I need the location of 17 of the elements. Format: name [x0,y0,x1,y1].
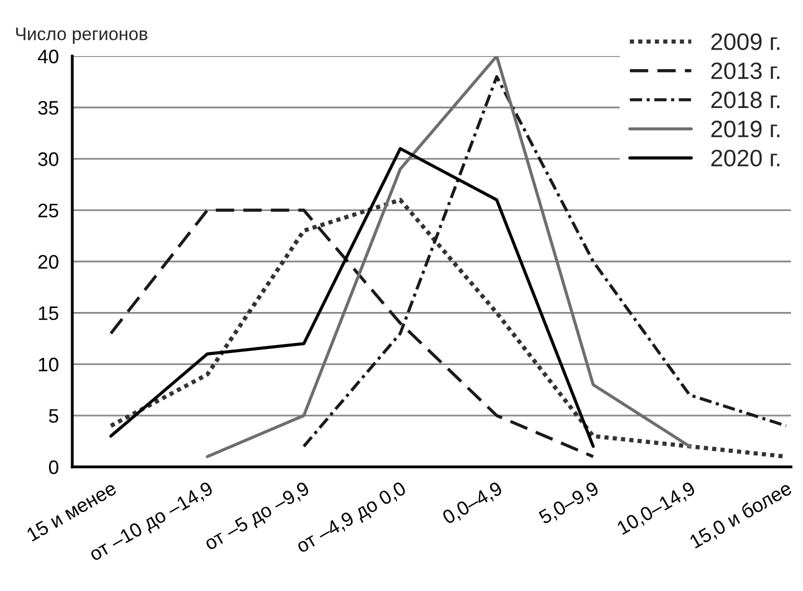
line-series [109,147,595,448]
legend-label: 2019 г. [711,120,780,138]
line-series [206,56,692,458]
y-tick-label: 10 [38,358,58,372]
y-axis-title: Число регионов [16,28,148,44]
y-tick-label: 0 [49,460,58,474]
y-tick-label: 20 [38,254,58,269]
legend-label: 2018 г. [711,92,780,108]
legend-label: 2020 г. [711,150,780,166]
y-tick-label: 15 [38,306,58,320]
legend-label: 2013 г. [711,62,780,80]
y-tick-label: 5 [49,409,58,423]
y-tick-label: 25 [38,204,58,218]
y-tick-label: 30 [38,152,58,166]
legend-label: 2009 г. [711,33,780,50]
y-tick-label: 40 [38,50,58,64]
y-tick-label: 35 [38,100,58,115]
